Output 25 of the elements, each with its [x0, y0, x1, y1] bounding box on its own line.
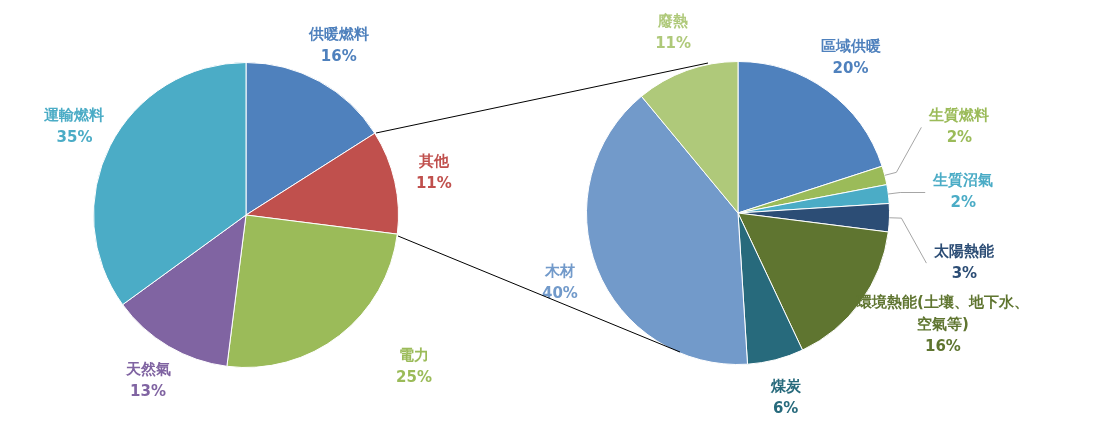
- slice-label: 煤炭: [769, 377, 802, 396]
- data-label: 13%: [130, 381, 166, 400]
- slice-label: 天然氣: [124, 359, 171, 378]
- slice-label: 區域供暖: [820, 36, 881, 55]
- data-label: 40%: [541, 284, 578, 303]
- data-label: 6%: [772, 399, 799, 418]
- slice-label: 生質沼氣: [932, 171, 994, 190]
- data-label: 3%: [951, 264, 978, 283]
- data-label: 20%: [832, 58, 869, 77]
- data-label: 16%: [924, 337, 961, 356]
- data-label: 2%: [946, 128, 973, 147]
- data-label: 16%: [320, 47, 357, 66]
- data-label: 11%: [655, 33, 692, 52]
- data-label: 11%: [415, 173, 452, 192]
- data-label: 35%: [56, 128, 93, 147]
- slice-label: 木材: [543, 262, 575, 281]
- slice-label: 其他: [417, 151, 450, 170]
- slice-label: 電力: [398, 346, 429, 364]
- slice-label: 供暖燃料: [307, 25, 369, 44]
- data-label: 25%: [396, 368, 432, 386]
- slice-label: 運輸燃料: [43, 106, 105, 125]
- data-label: 2%: [950, 193, 976, 212]
- slice-label: 廢熱: [657, 11, 689, 30]
- slice-label: 太陽熱能: [933, 242, 996, 261]
- slice-label: 生質燃料: [928, 106, 990, 125]
